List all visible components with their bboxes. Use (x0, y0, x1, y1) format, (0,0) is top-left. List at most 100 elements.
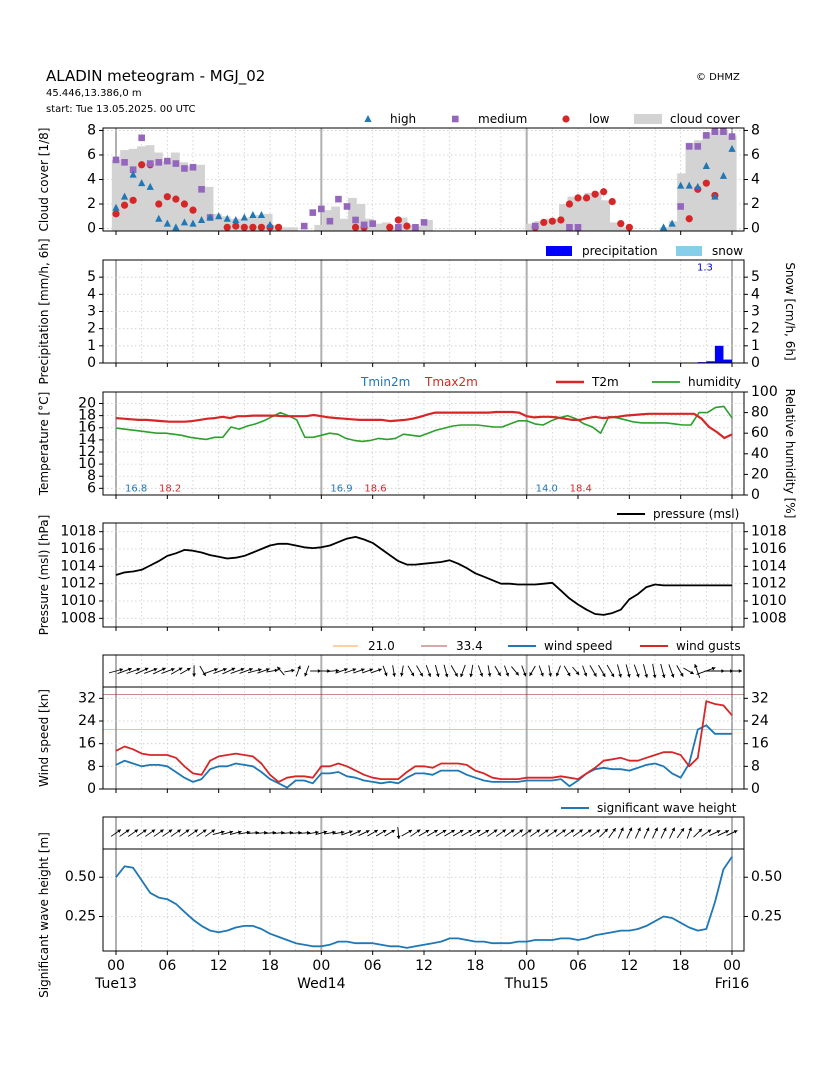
wave-direction-arrow (170, 829, 182, 837)
x-tick-label: 06 (569, 958, 587, 974)
high-cloud-point (677, 181, 685, 189)
wind-direction-arrow (213, 667, 227, 674)
x-tick-label: 18 (261, 958, 279, 974)
high-cloud-point (215, 212, 223, 220)
wave-direction-arrow (187, 829, 199, 837)
medium-cloud-point (129, 166, 137, 173)
arrow-head (332, 830, 336, 835)
cloud-cover-bar (415, 226, 425, 232)
arrow-head (419, 672, 423, 677)
wave-direction-arrow (555, 829, 567, 837)
wind-direction-arrow (152, 667, 166, 675)
tmax-value: 18.6 (364, 484, 386, 495)
low-cloud-point (172, 195, 180, 203)
arrow-head (733, 830, 738, 834)
high-cloud-point (189, 219, 197, 227)
wind-direction-arrow (494, 665, 502, 677)
wind-direction-arrow (625, 664, 631, 678)
wind-direction-arrow (606, 664, 615, 678)
pressure-y-tick-label: 1018 (60, 524, 96, 540)
cloud-cover-bar (727, 135, 737, 232)
legend-cloud-label: cloud cover (670, 112, 740, 126)
arrow-head (434, 829, 438, 834)
wave-direction-arrow (589, 829, 601, 837)
arrow-head (510, 829, 515, 833)
wind-y2-tick-label: 24 (751, 713, 769, 729)
wave-direction-arrow (127, 829, 139, 837)
arrow-head (468, 829, 472, 834)
wind-direction-arrow (548, 665, 553, 677)
low-cloud-point (189, 206, 197, 214)
arrow-head (202, 672, 206, 676)
arrow-head (442, 829, 447, 834)
arrow-head (596, 829, 601, 833)
wind-direction-arrow (538, 665, 544, 677)
cloud-cover-bar (288, 227, 298, 232)
arrow-head (485, 829, 490, 834)
arrow-head (570, 829, 575, 833)
wind-direction-arrow (392, 665, 396, 677)
temp-y-tick-label: 16 (78, 420, 96, 436)
wind-direction-arrow (353, 668, 365, 674)
wave-direction-arrow (418, 829, 430, 837)
low-cloud-point (240, 223, 248, 231)
medium-cloud-point (121, 159, 128, 166)
wave-direction-arrow (349, 830, 362, 836)
cloud-cover-bar (314, 224, 324, 232)
wave-direction-arrow (469, 829, 481, 837)
wind-direction-arrow (572, 666, 580, 676)
low-cloud-point (557, 216, 565, 224)
wind-direction-arrow (450, 665, 459, 677)
arrow-head (612, 828, 616, 832)
arrow-head (620, 827, 624, 832)
arrow-head (460, 673, 464, 678)
wind-direction-arrow (199, 665, 207, 677)
arrow-head (378, 668, 382, 672)
wind-direction-arrow (683, 667, 695, 675)
x-tick-label: 18 (672, 958, 690, 974)
wind-direction-arrow (469, 664, 474, 678)
arrow-head (340, 830, 345, 835)
wind-y-tick-label: 24 (78, 713, 96, 729)
wind-speed-line (115, 724, 732, 789)
cloud-cover-bar (339, 218, 349, 232)
precip-y-tick-label: 3 (87, 304, 96, 320)
wave-direction-arrow (478, 829, 490, 837)
arrow-head (185, 829, 190, 833)
cloud-cover-bar (677, 173, 686, 232)
temp-y2-tick-label: 100 (751, 384, 778, 400)
wind-direction-arrow (204, 668, 218, 674)
legend-low-marker (562, 115, 570, 123)
arrow-head (374, 829, 378, 834)
high-cloud-point (163, 219, 171, 227)
arrow-head (159, 829, 164, 833)
cloud-cover-bar (263, 213, 273, 232)
pressure-y-tick-label: 1016 (60, 541, 96, 557)
arrow-head (255, 830, 259, 835)
arrow-head (618, 673, 622, 678)
wave-direction-arrow (341, 830, 353, 836)
wind-y2-tick-label: 32 (751, 690, 769, 706)
wind-direction-arrow (362, 668, 374, 674)
pressure-y-label: Pressure (msl) [hPa] (37, 515, 51, 636)
arrow-head (277, 666, 281, 671)
precipitation-bar (723, 359, 732, 363)
wave-direction-arrow (136, 829, 147, 837)
arrow-head (579, 829, 583, 833)
cloud-y-tick-label: 6 (87, 147, 96, 163)
wave-direction-arrow (221, 830, 234, 835)
pressure-y2-tick-label: 1014 (751, 558, 787, 574)
medium-cloud-point (198, 186, 205, 193)
cloud-y2-tick-label: 0 (751, 221, 760, 237)
medium-cloud-point (412, 224, 419, 231)
wind-direction-arrow (161, 667, 175, 674)
arrow-head (211, 829, 216, 833)
wind-direction-arrow (192, 665, 196, 677)
cloud-cover-bar (356, 204, 366, 232)
low-cloud-point (617, 220, 625, 228)
tmin-value: 16.8 (125, 484, 147, 495)
arrow-head (654, 827, 658, 832)
wave-direction-arrow (617, 827, 624, 839)
arrow-head (738, 669, 742, 673)
arrow-head (392, 673, 396, 677)
